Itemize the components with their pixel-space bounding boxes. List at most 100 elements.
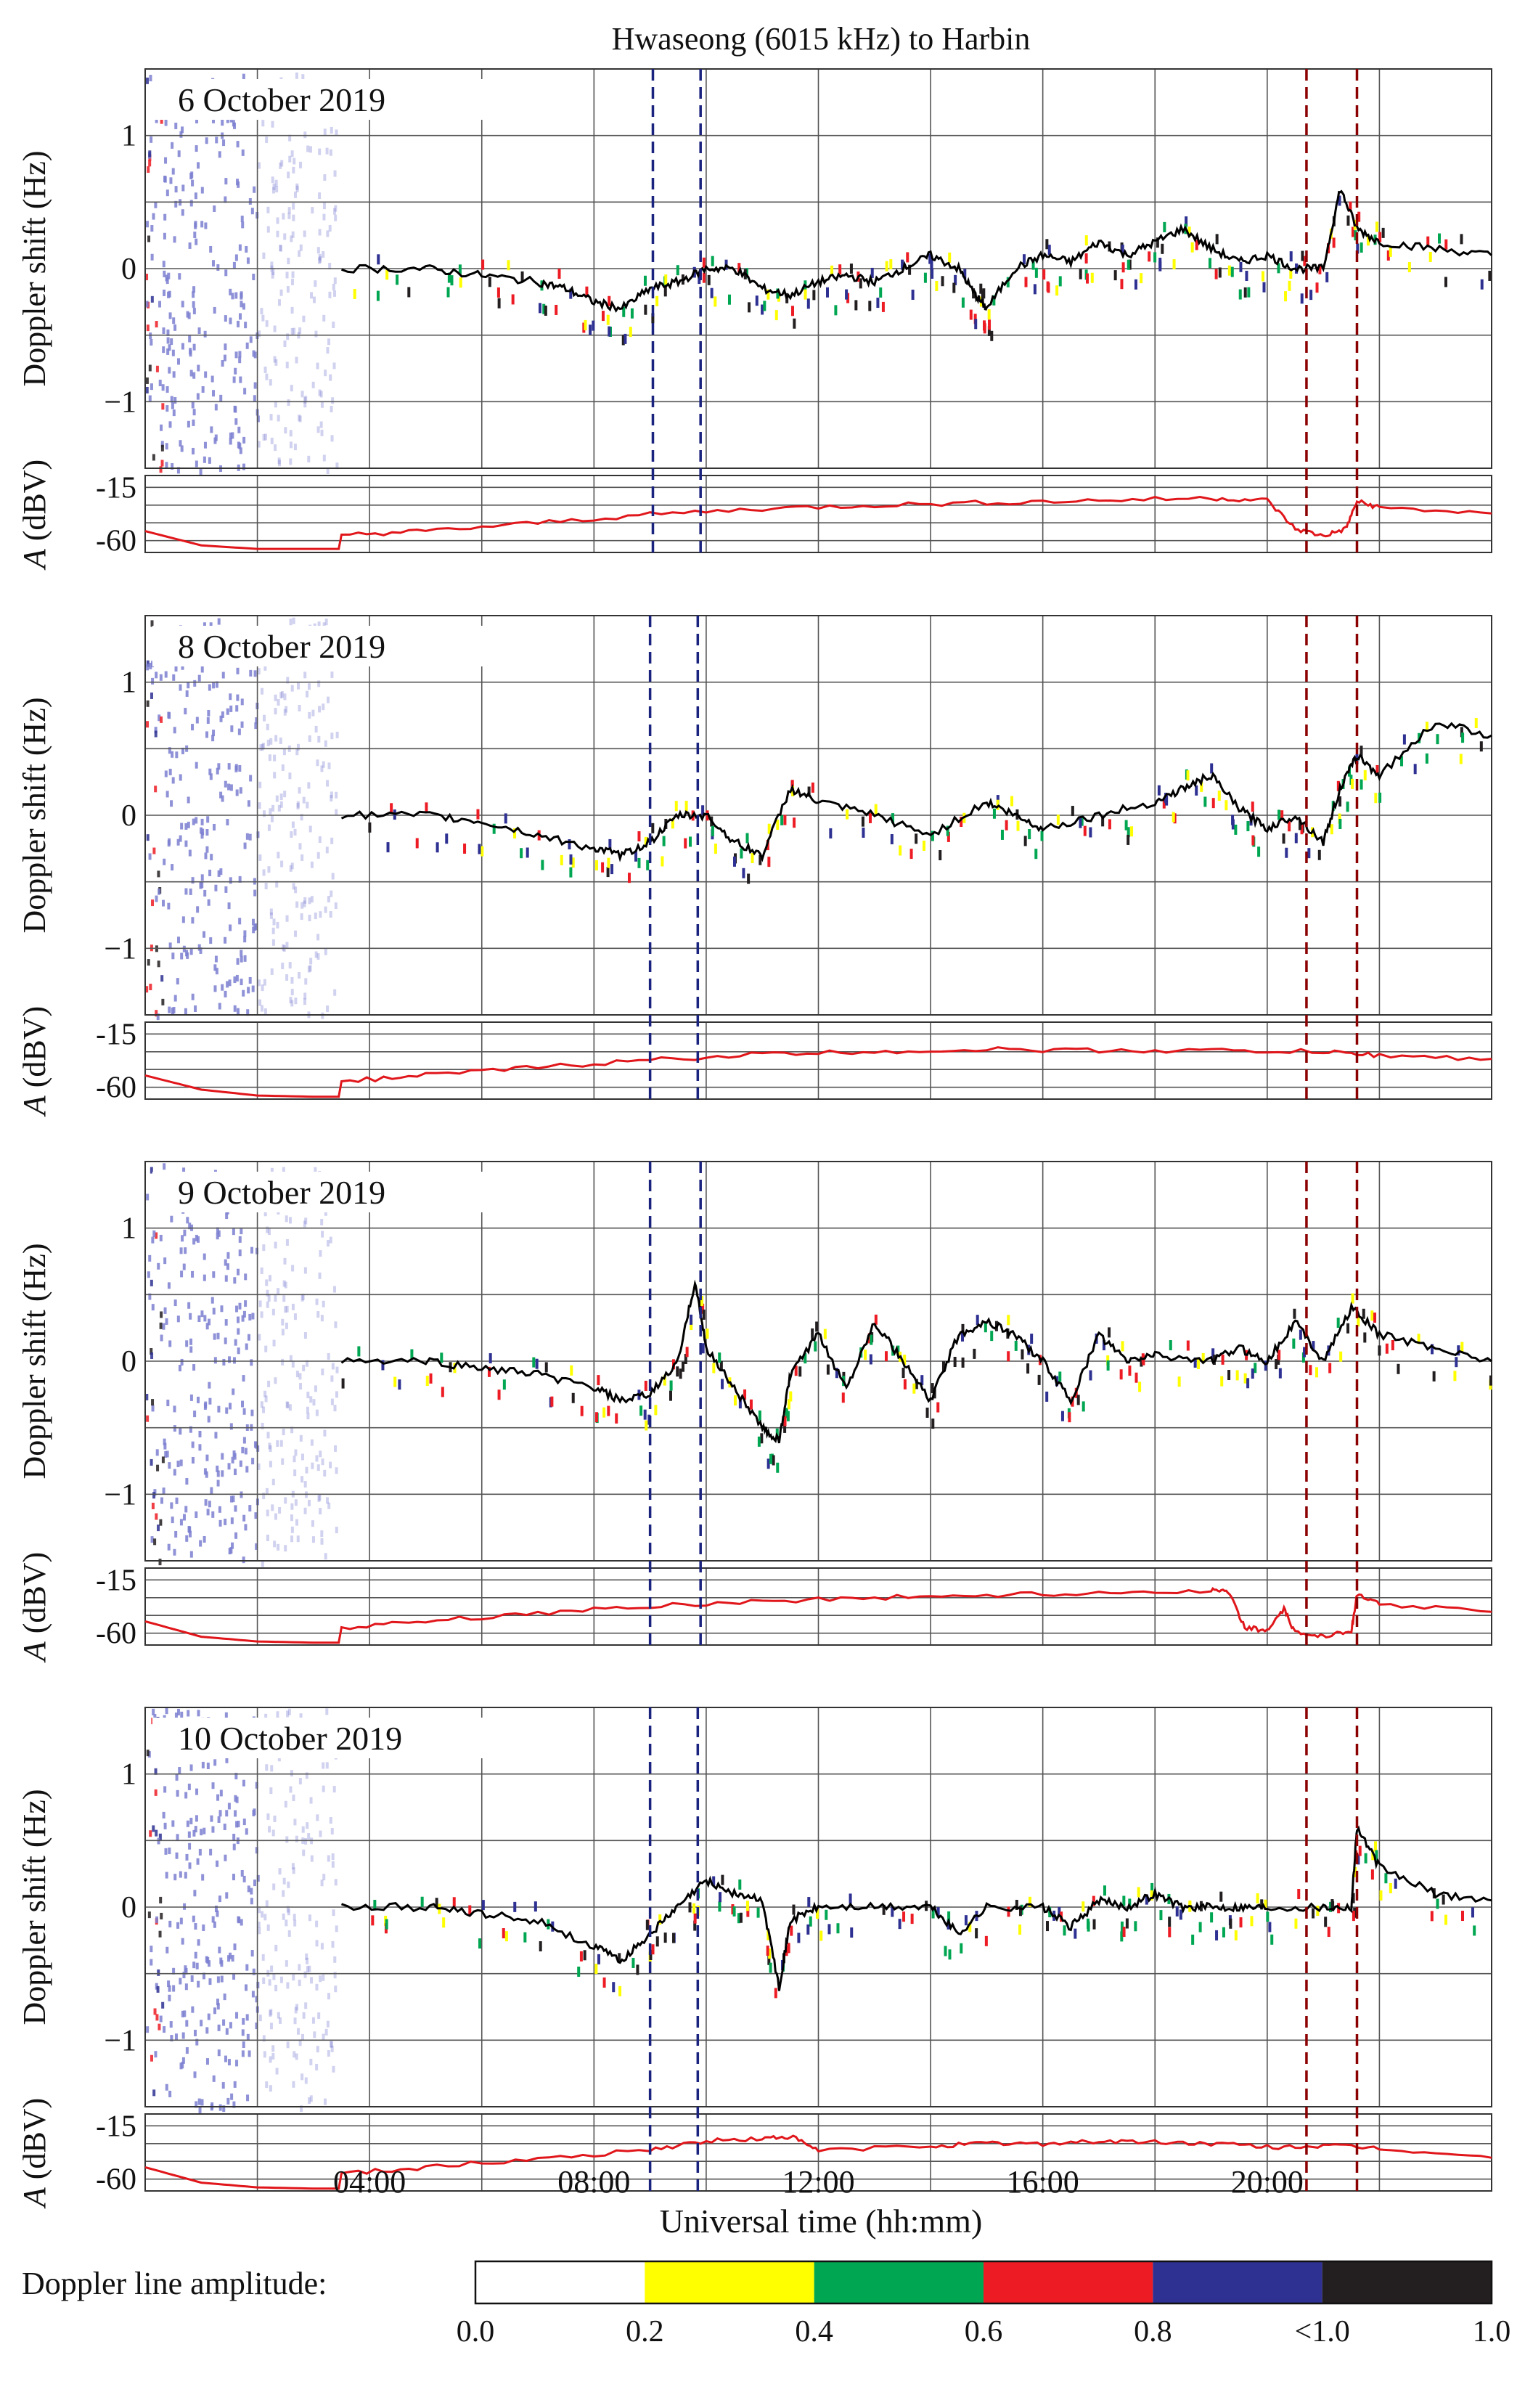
noise-dot (261, 984, 264, 992)
noise-dot (184, 1872, 187, 1879)
noise-dot (158, 714, 161, 722)
noise-dot (173, 1299, 177, 1307)
noise-dot (248, 977, 252, 984)
noise-dot (224, 990, 227, 997)
doppler-dash (487, 1366, 491, 1377)
noise-dot (305, 1360, 308, 1367)
doppler-dash (948, 1949, 952, 1960)
noise-dot (146, 660, 150, 667)
noise-dot (289, 1786, 293, 1793)
x-tick-label: 08:00 (557, 2164, 630, 2200)
noise-dot (314, 913, 317, 920)
noise-dot (335, 1366, 339, 1374)
noise-dot (181, 301, 184, 308)
doppler-dash (745, 1901, 749, 1911)
doppler-dash (776, 820, 780, 830)
noise-dot (291, 1360, 295, 1368)
noise-dot (157, 1525, 160, 1532)
noise-dot (226, 981, 229, 988)
noise-dot (238, 1249, 242, 1257)
doppler-dash (1460, 234, 1463, 245)
noise-dot (234, 1773, 238, 1780)
noise-dot (170, 396, 173, 403)
noise-dot (187, 1710, 190, 1717)
doppler-dash (385, 269, 389, 280)
doppler-dash (1457, 1345, 1460, 1356)
noise-dot (204, 1499, 208, 1506)
noise-dot (300, 902, 304, 909)
noise-dot (234, 1810, 237, 1817)
noise-dot (246, 2033, 250, 2041)
noise-dot (176, 1834, 179, 1841)
doppler-dash (948, 252, 952, 263)
noise-dot (238, 764, 242, 772)
doppler-dash (961, 297, 965, 308)
noise-dot (186, 311, 189, 318)
doppler-dash (1336, 780, 1340, 791)
noise-dot (224, 1319, 228, 1326)
noise-dot (293, 2051, 296, 2058)
noise-dot (161, 998, 165, 1005)
doppler-dash (804, 289, 807, 300)
noise-dot (159, 1896, 163, 1903)
doppler-dash (1195, 240, 1198, 250)
noise-dot (282, 1295, 286, 1302)
noise-dot (188, 849, 192, 857)
doppler-dash (615, 1413, 618, 1424)
doppler-dash (1363, 1332, 1367, 1343)
noise-dot (308, 1914, 311, 1922)
noise-dot (263, 664, 267, 671)
doppler-frame (144, 615, 1492, 1016)
noise-dot (162, 346, 165, 354)
noise-dot (299, 1434, 303, 1442)
doppler-dash (882, 1904, 886, 1915)
noise-dot (203, 1253, 206, 1260)
doppler-dash (385, 1919, 388, 1930)
noise-dot (158, 1930, 162, 1938)
noise-dot (208, 869, 212, 876)
noise-dot (266, 1509, 269, 1517)
doppler-dash (452, 1897, 456, 1908)
noise-dot (179, 1871, 182, 1878)
noise-dot (166, 348, 170, 355)
noise-dot (304, 2077, 308, 2084)
amplitude-unit: (dBV) (17, 460, 52, 549)
noise-dot (295, 901, 299, 908)
noise-dot (288, 155, 292, 163)
noise-dot (334, 1879, 338, 1886)
noise-dot (330, 2045, 334, 2052)
noise-dot (184, 888, 188, 895)
noise-dot (308, 146, 312, 153)
noise-dot (195, 145, 198, 152)
noise-dot (171, 402, 174, 409)
doppler-dash (1042, 269, 1046, 280)
noise-dot (330, 672, 334, 679)
noise-dot (151, 677, 155, 685)
doppler-dash (718, 1352, 721, 1363)
doppler-dash (1366, 235, 1370, 246)
doppler-dash (1137, 1887, 1140, 1898)
doppler-dash (1222, 1927, 1225, 1938)
doppler-dash (1300, 293, 1304, 304)
noise-dot (332, 1286, 336, 1293)
noise-dot (298, 843, 302, 850)
noise-dot (219, 1957, 223, 1964)
noise-dot (149, 662, 152, 669)
noise-dot (153, 1714, 157, 1721)
noise-dot (271, 176, 274, 184)
noise-dot (165, 1707, 168, 1715)
doppler-dash (497, 1389, 501, 1400)
noise-dot (274, 401, 277, 408)
noise-dot (163, 1163, 166, 1170)
noise-dot (234, 1469, 237, 1476)
doppler-dash (1385, 1343, 1389, 1354)
doppler-dash (990, 330, 994, 341)
noise-dot (205, 1323, 209, 1330)
noise-dot (210, 854, 213, 861)
doppler-tick-label: 0 (121, 799, 136, 833)
doppler-dash (984, 1935, 988, 1946)
doppler-dash (690, 1314, 693, 1325)
noise-dot (197, 944, 201, 951)
doppler-dash (1021, 1349, 1024, 1360)
